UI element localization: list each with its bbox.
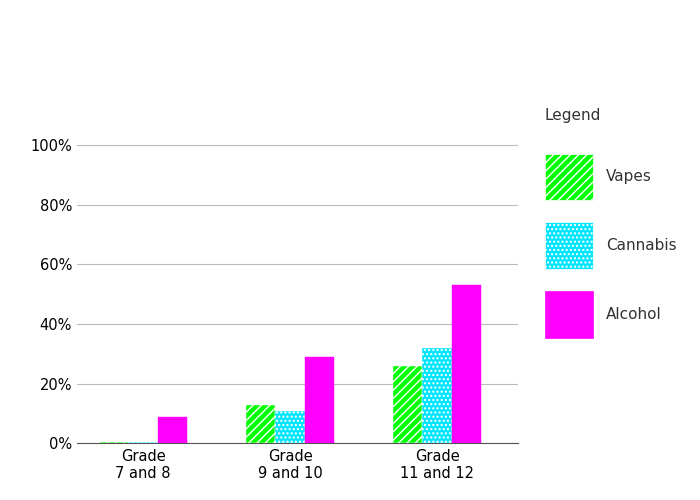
Text: Cannabis: Cannabis [606, 238, 677, 253]
Text: Alcohol: Alcohol [606, 307, 662, 322]
Bar [275, 410, 305, 444]
Bar [423, 348, 452, 444]
Text: Vapes: Vapes [606, 170, 652, 184]
FancyBboxPatch shape [545, 154, 593, 200]
Text: Legend: Legend [545, 108, 601, 123]
Bar [99, 442, 128, 444]
Bar [246, 404, 275, 444]
Bar [129, 442, 158, 444]
Bar [452, 286, 482, 444]
FancyBboxPatch shape [545, 222, 593, 269]
Bar [393, 366, 422, 444]
FancyBboxPatch shape [545, 291, 593, 338]
Bar [158, 416, 187, 444]
Bar [304, 357, 334, 444]
Text: 2021 Ontario student drug use and health survey: 2021 Ontario student drug use and health… [58, 22, 642, 42]
